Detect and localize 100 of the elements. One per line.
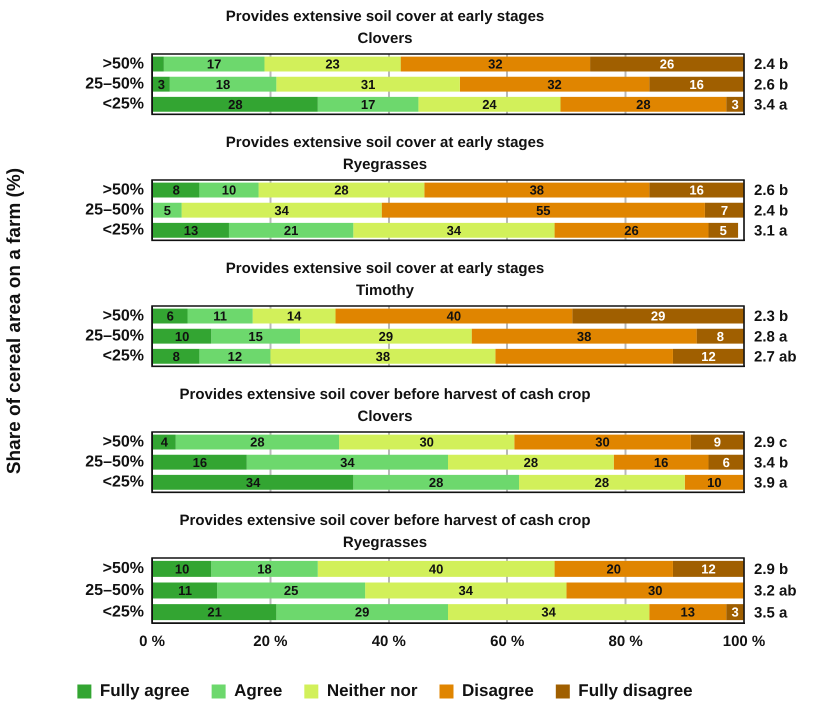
data-label: 3: [732, 96, 739, 112]
text: 2.6 b: [754, 182, 788, 200]
y-tick-label: 25–50%: [85, 328, 144, 345]
bar: [649, 182, 744, 198]
y-tick-label: >50%: [102, 55, 144, 72]
x-tick-label: 0 %: [139, 633, 165, 650]
data-label: 34: [274, 202, 290, 218]
bar: [514, 434, 691, 450]
data-label: 18: [257, 561, 272, 576]
text: 3.1 a: [754, 222, 788, 240]
bar: [270, 348, 496, 364]
bar: [246, 454, 448, 470]
bar: [153, 182, 200, 198]
bar: [418, 96, 560, 112]
data-label: 28: [228, 96, 243, 112]
data-label: 38: [376, 348, 390, 364]
data-label: 8: [172, 182, 180, 198]
data-label: 31: [360, 76, 376, 92]
data-label: 18: [216, 76, 230, 92]
data-label: 16: [192, 454, 208, 470]
bar: [318, 560, 555, 577]
bar: [153, 582, 218, 599]
data-label: 30: [419, 434, 434, 450]
bar: [353, 474, 520, 490]
data-label: 6: [722, 454, 730, 470]
data-label: 11: [178, 583, 192, 598]
bar: [153, 604, 276, 620]
bar: [382, 202, 705, 218]
chart-subtitle: Clovers: [357, 30, 413, 48]
bar: [153, 454, 247, 470]
data-label: 4: [160, 434, 169, 450]
bar: [153, 474, 354, 490]
data-label: 10: [174, 328, 190, 344]
y-tick-label: >50%: [102, 560, 144, 578]
x-tick-label: 60 %: [490, 633, 524, 650]
bar: [690, 434, 744, 450]
bar: [519, 474, 685, 490]
data-label: 23: [325, 56, 340, 72]
data-label: 25: [284, 583, 298, 598]
bar: [448, 604, 650, 620]
legend-label: Disagree: [462, 681, 534, 700]
bar: [572, 308, 744, 324]
text: 2.3 b: [754, 308, 788, 326]
bar: [566, 582, 744, 599]
data-label: 5: [164, 202, 171, 218]
y-tick-label: 25–50%: [85, 582, 144, 599]
data-label: 8: [172, 348, 180, 364]
x-tick-label: 100 %: [722, 633, 766, 650]
bar: [672, 348, 744, 364]
data-label: 28: [594, 474, 610, 490]
bar: [199, 348, 270, 364]
data-label: 34: [458, 583, 474, 598]
data-label: 28: [334, 182, 349, 198]
legend-label: Agree: [234, 681, 282, 700]
bar: [153, 56, 164, 72]
text: 2.9 b: [754, 560, 788, 578]
text: 3.9 a: [754, 474, 788, 492]
bar: [300, 328, 472, 344]
data-label: 29: [378, 328, 394, 344]
y-tick-label: 25–50%: [85, 202, 144, 219]
x-tick-label: 40 %: [372, 633, 406, 650]
bar: [649, 604, 726, 620]
y-tick-label: <25%: [102, 222, 144, 239]
legend-label: Neither nor: [326, 681, 418, 700]
bar: [258, 182, 424, 198]
y-tick-label: >50%: [102, 307, 144, 324]
data-label: 10: [174, 561, 190, 576]
data-label: 10: [222, 182, 236, 198]
data-label: 28: [636, 96, 651, 112]
chart-title: Provides extensive soil cover at early stages: [226, 134, 544, 152]
bar: [211, 560, 318, 577]
y-tick-label: >50%: [102, 433, 144, 450]
data-label: 12: [228, 348, 242, 364]
data-label: 3: [158, 76, 165, 92]
bar: [560, 96, 726, 112]
data-label: 29: [650, 308, 666, 324]
data-label: 5: [720, 222, 727, 238]
bar: [460, 76, 650, 92]
bar: [276, 604, 448, 620]
bar: [252, 308, 336, 324]
data-label: 11: [213, 308, 227, 324]
data-label: 16: [689, 182, 704, 198]
data-label: 40: [446, 308, 462, 324]
bar: [264, 56, 401, 72]
text: 3.2 ab: [754, 582, 797, 600]
bar: [672, 560, 744, 577]
data-label: 34: [446, 222, 462, 238]
chart-title: Provides extensive soil cover at early stages: [226, 260, 544, 278]
y-tick-label: <25%: [102, 96, 144, 113]
bar: [339, 434, 514, 450]
text: 2.4 b: [754, 202, 788, 220]
text: 2.4 b: [754, 56, 788, 74]
data-label: 13: [680, 604, 695, 620]
data-label: 26: [624, 222, 639, 238]
bar: [170, 76, 276, 92]
text: 3.4 a: [754, 96, 788, 114]
data-label: 32: [488, 56, 503, 72]
y-tick-label: >50%: [102, 181, 144, 198]
data-label: 21: [284, 222, 298, 238]
data-label: 3: [732, 604, 739, 620]
